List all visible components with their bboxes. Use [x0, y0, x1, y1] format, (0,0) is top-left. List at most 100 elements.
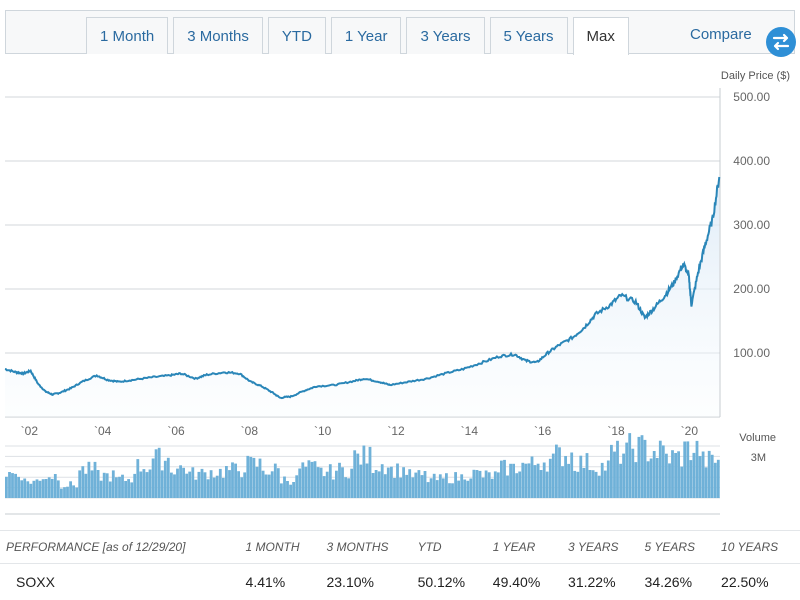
volume-bar	[384, 474, 387, 498]
volume-bar	[295, 475, 298, 498]
volume-bar	[378, 471, 381, 498]
volume-bar	[329, 464, 332, 498]
volume-bar	[653, 451, 656, 498]
volume-bar	[451, 483, 454, 498]
volume-bar	[662, 445, 665, 498]
volume-bar	[604, 471, 607, 498]
table-row: SOXX 4.41% 23.10% 50.12% 49.40% 31.22% 3…	[0, 564, 800, 600]
x-tick-label: `08	[241, 424, 259, 438]
volume-bar	[717, 460, 720, 498]
volume-bar	[408, 469, 411, 498]
volume-bar	[427, 482, 430, 498]
volume-bar	[683, 442, 686, 499]
volume-bar	[149, 470, 152, 499]
volume-bar	[540, 470, 543, 498]
y-tick-label: 100.00	[733, 346, 770, 360]
volume-bar	[552, 454, 555, 498]
volume-bar	[88, 462, 91, 498]
x-tick-label: `14	[461, 424, 479, 438]
volume-bar	[537, 464, 540, 498]
volume-bar	[124, 481, 127, 498]
tab-max[interactable]: Max	[573, 17, 629, 55]
volume-bar	[549, 459, 552, 498]
tab-3-years[interactable]: 3 Years	[406, 17, 484, 54]
volume-bar	[139, 472, 142, 499]
volume-bar	[301, 462, 304, 498]
tab-1-month[interactable]: 1 Month	[86, 17, 168, 54]
volume-bar	[51, 479, 54, 498]
x-tick-label: `06	[167, 424, 185, 438]
volume-bar	[42, 479, 45, 498]
volume-bar	[506, 476, 509, 499]
volume-bar	[167, 458, 170, 498]
volume-bar	[546, 472, 549, 498]
volume-bar	[607, 461, 610, 499]
volume-bar	[460, 474, 463, 498]
perf-ticker: SOXX	[0, 564, 240, 600]
volume-bar	[500, 461, 503, 498]
volume-bar	[436, 480, 439, 498]
volume-bar	[366, 464, 369, 499]
tab-3-months[interactable]: 3 Months	[173, 17, 263, 54]
volume-bar	[259, 459, 262, 498]
perf-1-month: 4.41%	[240, 564, 321, 600]
volume-bar	[268, 475, 271, 498]
compare-link[interactable]: Compare	[690, 26, 752, 43]
volume-bar	[359, 465, 362, 498]
volume-bar	[109, 482, 112, 499]
volume-bar	[634, 462, 637, 498]
volume-bar	[659, 441, 662, 498]
perf-ytd: 50.12%	[412, 564, 487, 600]
volume-bar	[644, 440, 647, 498]
perf-header-ytd: YTD	[412, 531, 487, 564]
volume-bar	[650, 459, 653, 499]
volume-bar	[503, 460, 506, 498]
volume-bar	[473, 470, 476, 498]
volume-bar	[326, 472, 329, 498]
volume-bar	[185, 474, 188, 498]
volume-bar	[534, 465, 537, 498]
volume-bar	[586, 453, 589, 498]
volume-bar	[246, 456, 249, 498]
volume-bar	[638, 437, 641, 498]
volume-bar	[677, 451, 680, 498]
volume-bar	[350, 469, 353, 498]
volume-bar	[106, 473, 109, 498]
volume-bar	[323, 476, 326, 498]
volume-bar	[225, 466, 228, 498]
volume-bar	[469, 479, 472, 499]
volume-bar	[289, 485, 292, 498]
volume-bar	[387, 468, 390, 498]
volume-bar	[625, 443, 628, 498]
volume-bar	[561, 466, 564, 498]
volume-bar	[491, 479, 494, 498]
y-axis-title: Daily Price ($)	[721, 70, 790, 82]
compare-button[interactable]	[766, 27, 796, 57]
volume-bar	[100, 481, 103, 498]
perf-3-months: 23.10%	[320, 564, 411, 600]
x-tick-label: `12	[387, 424, 405, 438]
volume-bar	[448, 483, 451, 498]
volume-bar	[155, 449, 158, 498]
volume-bar	[45, 479, 48, 498]
volume-bar	[564, 456, 567, 498]
volume-bar	[439, 474, 442, 498]
volume-bar	[26, 481, 29, 498]
volume-bar	[75, 488, 78, 499]
volume-bar	[84, 474, 87, 498]
volume-bar	[170, 473, 173, 498]
performance-table: PERFORMANCE [as of 12/29/20] 1 MONTH 3 M…	[0, 530, 800, 600]
perf-1-year: 49.40%	[487, 564, 562, 600]
tab-ytd[interactable]: YTD	[268, 17, 326, 54]
volume-bar	[231, 462, 234, 498]
volume-bar	[277, 468, 280, 498]
volume-bar	[512, 464, 515, 498]
volume-bar	[396, 464, 399, 499]
volume-bar	[249, 457, 252, 498]
tab-1-year[interactable]: 1 Year	[331, 17, 402, 54]
volume-bar	[341, 467, 344, 498]
tab-5-years[interactable]: 5 Years	[490, 17, 568, 54]
volume-bar	[592, 470, 595, 498]
volume-bar	[521, 463, 524, 498]
